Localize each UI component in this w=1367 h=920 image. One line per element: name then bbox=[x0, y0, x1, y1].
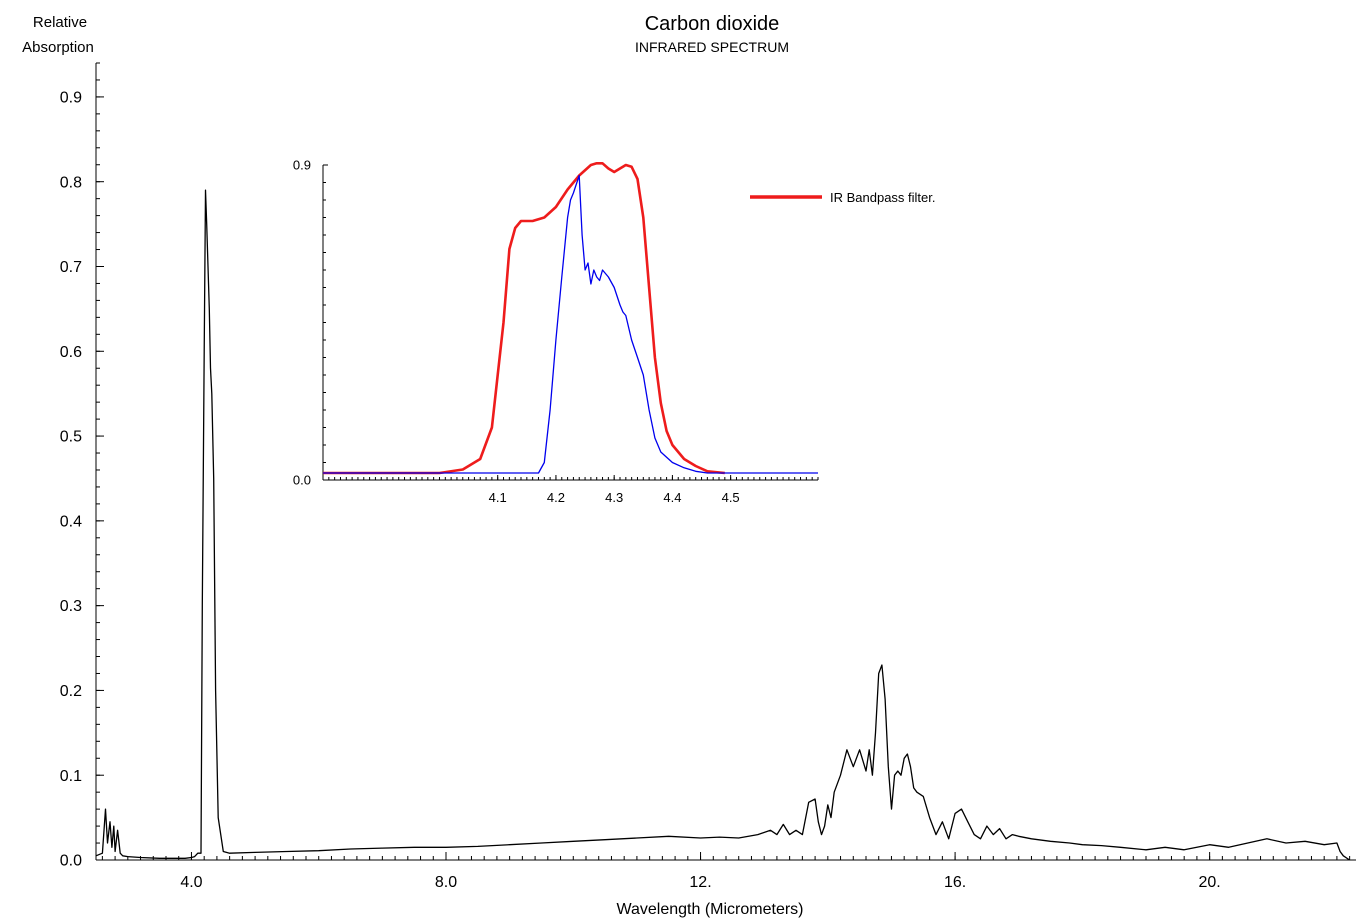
y-axis-label-line-1: Relative bbox=[33, 14, 87, 31]
main-x-tick-label: 16. bbox=[944, 874, 966, 891]
inset-y-tick-label: 0.0 bbox=[293, 473, 311, 488]
y-axis-label-line-2: Absorption bbox=[22, 39, 94, 56]
main-y-tick-label: 0.0 bbox=[60, 853, 82, 870]
inset-co2-absorption-line bbox=[323, 174, 818, 474]
main-y-tick-label: 0.1 bbox=[60, 768, 82, 785]
main-x-tick-label: 4.0 bbox=[180, 874, 202, 891]
main-y-tick-label: 0.5 bbox=[60, 429, 82, 446]
inset-series-layer bbox=[323, 162, 818, 475]
inset-x-tick-label: 4.2 bbox=[547, 490, 565, 505]
x-axis-label: Wavelength (Micrometers) bbox=[616, 901, 803, 918]
main-y-tick-label: 0.7 bbox=[60, 259, 82, 276]
main-axes: 4.0 8.0 12. 16. 20. 0.0 0.1 0.2 0.3 0.4 0.5 0.6 0.7 0… bbox=[60, 62, 1356, 891]
chart-subtitle: INFRARED SPECTRUM bbox=[635, 39, 789, 55]
inset-x-tick-label: 4.3 bbox=[605, 490, 623, 505]
main-y-tick-label: 0.4 bbox=[60, 513, 82, 530]
inset-x-tick-label: 4.1 bbox=[489, 490, 507, 505]
inset-x-tick-label: 4.4 bbox=[663, 490, 681, 505]
main-spectrum-line bbox=[95, 189, 1350, 861]
inset-y-tick-label: 0.9 bbox=[293, 158, 311, 173]
main-y-tick-label: 0.3 bbox=[60, 598, 82, 615]
chart-title: Carbon dioxide bbox=[645, 13, 780, 35]
main-x-tick-label: 12. bbox=[689, 874, 711, 891]
main-y-tick-label: 0.2 bbox=[60, 683, 82, 700]
main-y-tick-label: 0.9 bbox=[60, 90, 82, 107]
main-x-tick-label: 20. bbox=[1199, 874, 1221, 891]
main-series-layer bbox=[95, 189, 1350, 861]
inset-x-tick-label: 4.5 bbox=[722, 490, 740, 505]
main-x-tick-label: 8.0 bbox=[435, 874, 457, 891]
inset-legend: IR Bandpass filter. bbox=[750, 190, 936, 205]
legend-label-ir-bandpass-filter: IR Bandpass filter. bbox=[830, 190, 936, 205]
inset-axes: 4.1 4.2 4.3 4.4 4.5 0.0 0.9 bbox=[293, 158, 819, 505]
main-y-tick-label: 0.6 bbox=[60, 344, 82, 361]
main-y-tick-label: 0.8 bbox=[60, 174, 82, 191]
inset-ir-bandpass-filter-line bbox=[323, 162, 725, 475]
